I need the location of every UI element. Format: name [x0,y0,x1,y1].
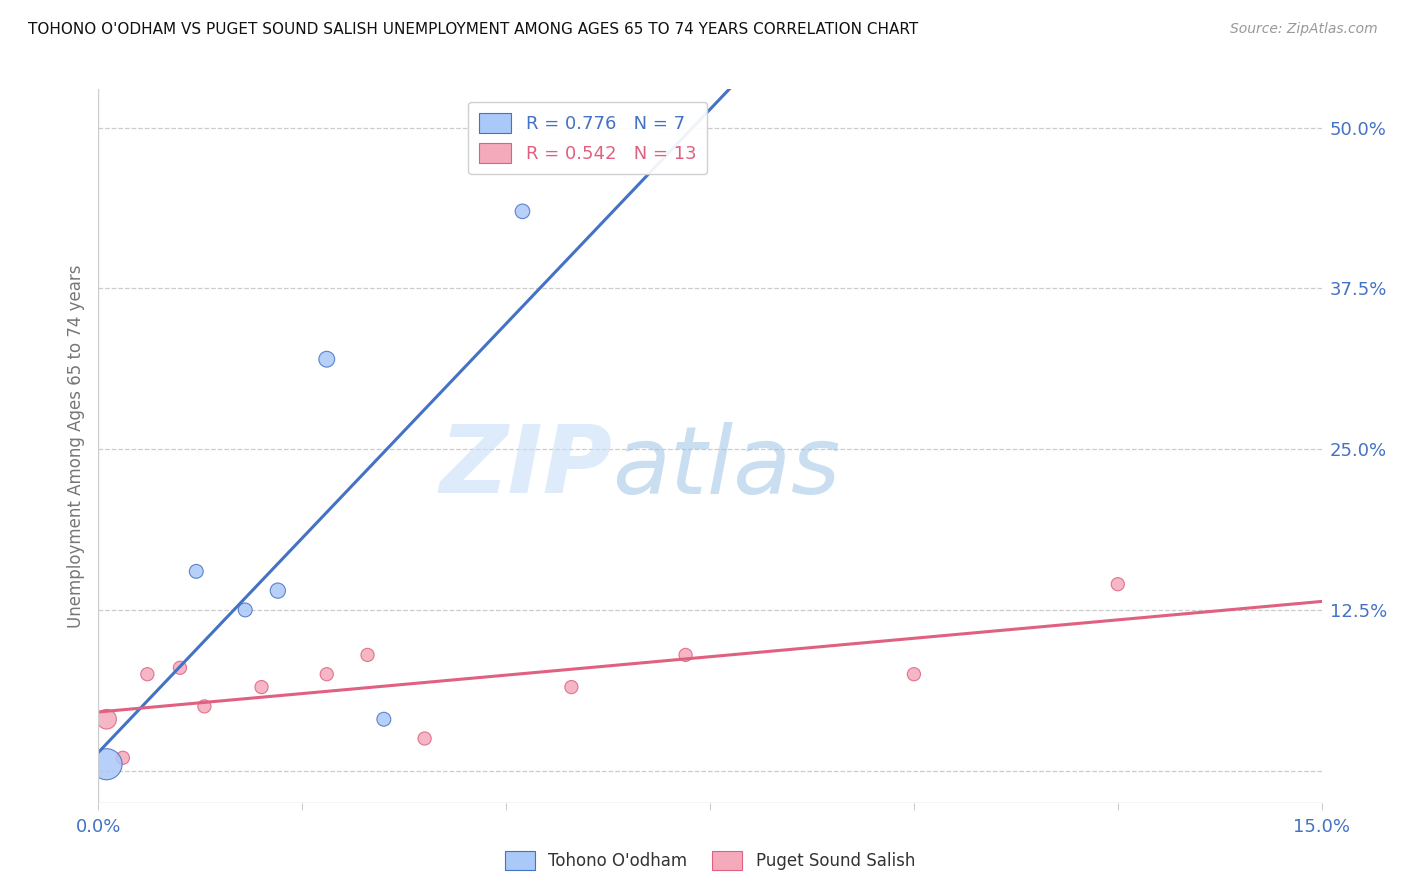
Point [233,603,256,617]
Text: atlas: atlas [612,422,841,513]
Point [169,661,191,675]
Point [903,667,925,681]
Point [193,699,215,714]
Point [111,751,134,765]
Point [267,583,290,598]
Text: Source: ZipAtlas.com: Source: ZipAtlas.com [1230,22,1378,37]
Point [560,680,582,694]
Point [136,667,159,681]
Y-axis label: Unemployment Among Ages 65 to 74 years: Unemployment Among Ages 65 to 74 years [66,264,84,628]
Point [96,712,118,726]
Point [315,667,337,681]
Point [250,680,273,694]
Text: TOHONO O'ODHAM VS PUGET SOUND SALISH UNEMPLOYMENT AMONG AGES 65 TO 74 YEARS CORR: TOHONO O'ODHAM VS PUGET SOUND SALISH UNE… [28,22,918,37]
Point [413,731,436,746]
Point [315,352,337,367]
Point [373,712,395,726]
Point [675,648,697,662]
Point [186,565,208,579]
Legend: Tohono O'odham, Puget Sound Salish: Tohono O'odham, Puget Sound Salish [498,844,922,877]
Point [356,648,378,662]
Text: ZIP: ZIP [439,421,612,514]
Point [512,204,534,219]
Point [96,757,118,772]
Point [1107,577,1129,591]
